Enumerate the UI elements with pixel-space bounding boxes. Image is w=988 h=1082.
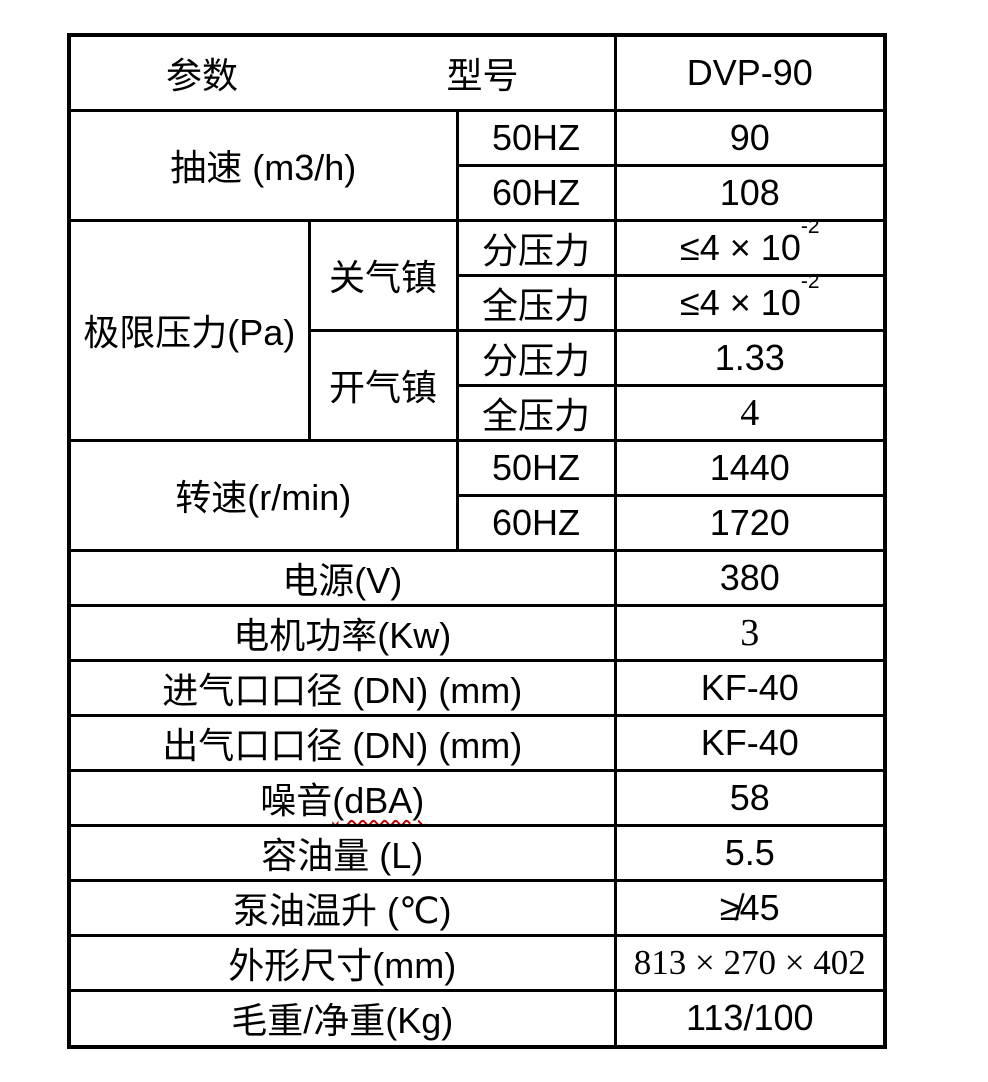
table-row-pressure-closed-total: 全压力 ≤4 × 10-2	[69, 273, 887, 332]
cell-noise-label: 噪音(dBA)	[67, 768, 617, 827]
table-row-rotation-speed-60hz: 60HZ 1720	[69, 493, 887, 552]
cell-pumping-speed-60hz-freq: 60HZ	[455, 163, 617, 222]
cell-oil-capacity-value: 5.5	[613, 823, 887, 882]
pressure-value-exponent: -2	[800, 275, 820, 294]
cell-header-labels: 参数 型号	[67, 33, 617, 112]
table-row-noise: 噪音(dBA) 58	[67, 768, 887, 827]
header-model-label: 型号	[446, 54, 519, 96]
cell-inlet-diameter-value: KF-40	[613, 658, 887, 717]
pressure-value-base: ≤4 × 10	[680, 226, 801, 268]
noise-label-prefix: 噪音	[260, 779, 333, 821]
cell-dimensions-label: 外形尺寸(mm)	[67, 933, 617, 992]
table-row-weight: 毛重/净重(Kg) 113/100	[67, 988, 887, 1049]
table-row-rotation-speed-50hz: 转速(r/min) 50HZ 1440	[67, 438, 887, 552]
cell-open-total-type: 全压力	[455, 383, 617, 442]
cell-pumping-speed-label: 抽速 (m3/h)	[67, 108, 459, 222]
cell-gas-ballast-closed-label: 关气镇	[307, 218, 459, 332]
table-row-power-supply: 电源(V) 380	[67, 548, 887, 607]
header-labels-wrap: 参数 型号	[72, 47, 612, 99]
cell-open-partial-type: 分压力	[455, 328, 617, 387]
table-row-pumping-speed-50hz: 抽速 (m3/h) 50HZ 90	[67, 108, 887, 222]
cell-motor-power-value: 3	[613, 603, 887, 662]
cell-dimensions-value: 813 × 270 × 402	[613, 933, 887, 992]
cell-rotation-speed-label: 转速(r/min)	[67, 438, 459, 552]
spec-table: 参数 型号 DVP-90 抽速 (m3/h) 50HZ 90 60HZ 108 …	[67, 33, 888, 1049]
header-param-label: 参数	[166, 54, 239, 96]
cell-open-partial-value: 1.33	[613, 328, 887, 387]
table-row-pressure-open-total: 全压力 4	[69, 383, 887, 442]
cell-pumping-speed-50hz-value: 90	[613, 108, 887, 167]
cell-closed-partial-value: ≤4 × 10-2	[613, 218, 887, 277]
noise-label-unit: (dBA)	[332, 779, 425, 821]
cell-power-supply-value: 380	[613, 548, 887, 607]
cell-power-supply-label: 电源(V)	[67, 548, 617, 607]
cell-inlet-diameter-label: 进气口口径 (DN) (mm)	[67, 658, 617, 717]
cell-closed-partial-type: 分压力	[455, 218, 617, 277]
cell-rotation-speed-60hz-value: 1720	[613, 493, 887, 552]
cell-pumping-speed-50hz-freq: 50HZ	[455, 108, 617, 167]
table-row-inlet-diameter: 进气口口径 (DN) (mm) KF-40	[67, 658, 887, 717]
cell-open-total-value: 4	[613, 383, 887, 442]
cell-weight-label: 毛重/净重(Kg)	[67, 988, 617, 1049]
cell-ultimate-pressure-label: 极限压力(Pa)	[67, 218, 311, 442]
cell-closed-total-type: 全压力	[455, 273, 617, 332]
table-row-header: 参数 型号 DVP-90	[67, 33, 887, 112]
table-row-motor-power: 电机功率(Kw) 3	[67, 603, 887, 662]
pressure-value-exponent: -2	[800, 220, 820, 239]
cell-pumping-speed-60hz-value: 108	[613, 163, 887, 222]
table-row-pumping-speed-60hz: 60HZ 108	[69, 163, 887, 222]
table-row-outlet-diameter: 出气口口径 (DN) (mm) KF-40	[67, 713, 887, 772]
cell-rotation-speed-50hz-freq: 50HZ	[455, 438, 617, 497]
cell-gas-ballast-open-label: 开气镇	[307, 328, 459, 442]
cell-motor-power-label: 电机功率(Kw)	[67, 603, 617, 662]
cell-noise-value: 58	[613, 768, 887, 827]
table-row-oil-temp-rise: 泵油温升 (℃) ≱45	[67, 878, 887, 937]
table-row-oil-capacity: 容油量 (L) 5.5	[67, 823, 887, 882]
cell-oil-temp-rise-label: 泵油温升 (℃)	[67, 878, 617, 937]
cell-rotation-speed-50hz-value: 1440	[613, 438, 887, 497]
cell-outlet-diameter-label: 出气口口径 (DN) (mm)	[67, 713, 617, 772]
cell-model-value: DVP-90	[613, 33, 887, 112]
pressure-value-base: ≤4 × 10	[680, 281, 801, 323]
table-row-pressure-open-partial: 开气镇 分压力 1.33	[69, 328, 887, 442]
cell-closed-total-value: ≤4 × 10-2	[613, 273, 887, 332]
table-row-dimensions: 外形尺寸(mm) 813 × 270 × 402	[67, 933, 887, 992]
cell-rotation-speed-60hz-freq: 60HZ	[455, 493, 617, 552]
cell-oil-temp-rise-value: ≱45	[613, 878, 887, 937]
cell-oil-capacity-label: 容油量 (L)	[67, 823, 617, 882]
cell-weight-value: 113/100	[613, 988, 887, 1049]
table-row-pressure-closed-partial: 极限压力(Pa) 关气镇 分压力 ≤4 × 10-2	[67, 218, 887, 442]
cell-outlet-diameter-value: KF-40	[613, 713, 887, 772]
